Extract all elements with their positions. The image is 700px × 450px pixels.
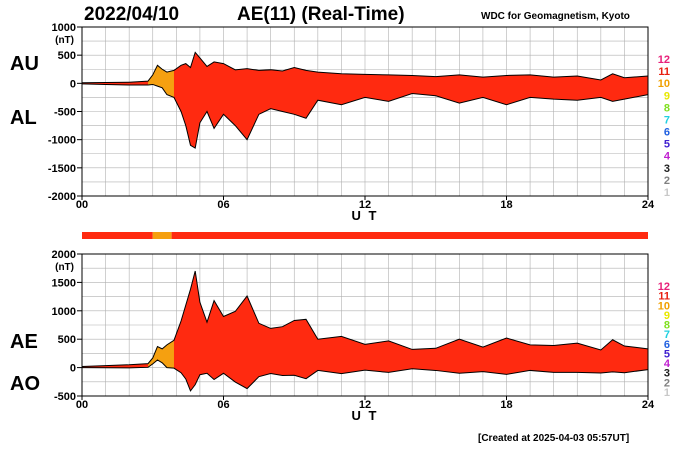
y-tick-label: 2000 xyxy=(52,249,76,261)
x-tick-label: 18 xyxy=(500,199,512,211)
series-line-ae xyxy=(81,270,649,367)
station-legend-item: 10 xyxy=(658,78,670,90)
station-count-segment xyxy=(171,232,648,239)
x-axis-label: U T xyxy=(352,408,379,423)
x-tick-label: 24 xyxy=(642,199,655,211)
y-tick-label: 500 xyxy=(58,334,76,346)
station-legend-item: 1 xyxy=(664,187,670,199)
station-legend-item: 4 xyxy=(664,358,671,370)
area-fill-ae xyxy=(82,271,648,391)
station-legend-item: 4 xyxy=(664,151,671,163)
y-tick-label: -1000 xyxy=(48,135,76,147)
y-tick-label: 1000 xyxy=(52,22,76,34)
station-legend-item: 11 xyxy=(658,291,670,303)
x-tick-label: 00 xyxy=(76,199,88,211)
station-legend-item: 8 xyxy=(664,102,670,114)
x-tick-label: 12 xyxy=(359,199,371,211)
x-tick-label: 24 xyxy=(642,399,655,411)
x-tick-label: 12 xyxy=(359,399,371,411)
station-legend-item: 9 xyxy=(664,90,670,102)
y-tick-label: -500 xyxy=(54,107,76,119)
series-label-ao: AO xyxy=(10,373,40,395)
area-fill-au xyxy=(82,52,648,149)
y-tick-label: 0 xyxy=(70,78,76,90)
station-legend-item: 12 xyxy=(658,281,670,293)
y-tick-label: 500 xyxy=(58,50,76,62)
series-label-al: AL xyxy=(10,107,37,129)
station-legend-item: 10 xyxy=(658,300,670,312)
station-count-segment xyxy=(82,232,153,239)
area-fill-early xyxy=(148,340,174,369)
station-legend-item: 8 xyxy=(664,320,670,332)
station-legend-item: 6 xyxy=(664,127,670,139)
station-legend-item: 1 xyxy=(664,387,670,399)
station-legend-item: 7 xyxy=(664,114,670,126)
plot-date: 2022/04/10 xyxy=(84,4,180,25)
y-axis-unit: (nT) xyxy=(55,262,74,273)
y-tick-label: 0 xyxy=(70,363,76,375)
station-legend-item: 9 xyxy=(664,310,670,322)
x-tick-label: 06 xyxy=(217,199,229,211)
series-line-au xyxy=(81,51,649,84)
station-legend-item: 3 xyxy=(664,163,670,175)
station-count-segment xyxy=(152,232,172,239)
station-legend-item: 5 xyxy=(664,139,670,151)
plot-title: AE(11) (Real-Time) xyxy=(237,4,405,25)
y-tick-label: 1000 xyxy=(52,306,76,318)
created-timestamp: [Created at 2025-04-03 05:57UT] xyxy=(478,433,630,444)
series-line-ao xyxy=(81,359,649,392)
station-legend-item: 12 xyxy=(658,54,670,66)
station-legend-item: 3 xyxy=(664,368,670,380)
station-legend-item: 6 xyxy=(664,339,670,351)
y-tick-label: -1500 xyxy=(48,163,76,175)
series-label-ae: AE xyxy=(10,331,38,353)
station-legend-item: 2 xyxy=(664,175,670,187)
data-source: WDC for Geomagnetism, Kyoto xyxy=(481,11,630,22)
series-line-al xyxy=(81,83,649,149)
x-axis-label: U T xyxy=(352,208,379,223)
x-tick-label: 00 xyxy=(76,399,88,411)
y-axis-unit: (nT) xyxy=(55,35,74,46)
y-tick-label: -2000 xyxy=(48,191,76,203)
station-legend-item: 5 xyxy=(664,348,670,360)
y-tick-label: 1500 xyxy=(52,277,76,289)
station-count-bar xyxy=(82,232,648,239)
station-legend-item: 2 xyxy=(664,377,670,389)
area-fill-early xyxy=(148,65,174,98)
x-tick-label: 06 xyxy=(217,399,229,411)
y-tick-label: -500 xyxy=(54,391,76,403)
series-label-au: AU xyxy=(10,53,39,75)
x-tick-label: 18 xyxy=(500,399,512,411)
station-legend-item: 7 xyxy=(664,329,670,341)
station-legend-item: 11 xyxy=(658,66,670,78)
